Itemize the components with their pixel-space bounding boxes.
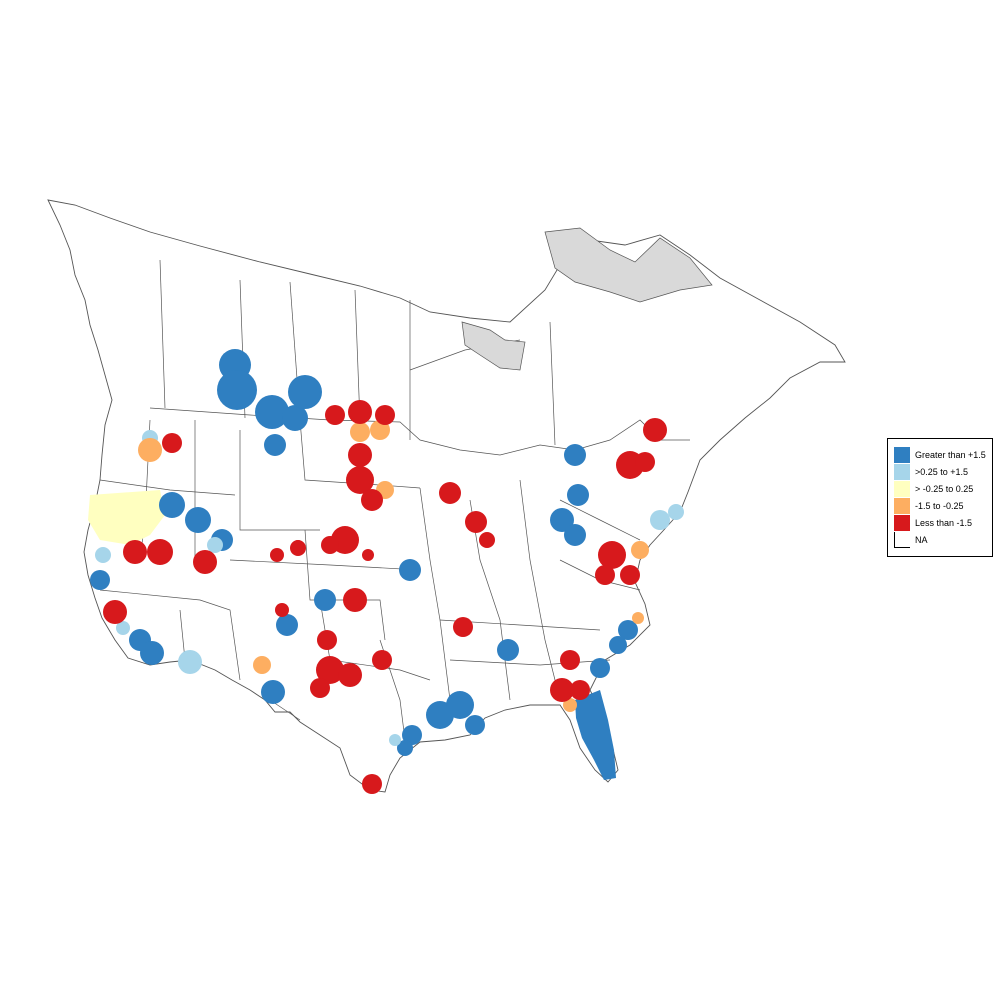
near-zero-cells bbox=[88, 490, 165, 545]
legend-label: > -0.25 to 0.25 bbox=[915, 484, 974, 494]
legend-label: >0.25 to +1.5 bbox=[915, 467, 969, 477]
legend-item-neg-1-5-to-neg-0-25: -1.5 to -0.25 bbox=[894, 498, 964, 514]
legend-label: Less than -1.5 bbox=[915, 518, 973, 528]
no-data-region-quebec bbox=[544, 227, 713, 303]
legend-swatch bbox=[894, 481, 910, 497]
strong-decrease-cells bbox=[103, 400, 667, 794]
legend-item-na: NA bbox=[894, 532, 928, 548]
legend-label: -1.5 to -0.25 bbox=[915, 501, 964, 511]
legend-swatch bbox=[894, 515, 910, 531]
legend-swatch bbox=[894, 464, 910, 480]
strong-increase-cells bbox=[90, 349, 638, 780]
legend-swatch bbox=[894, 447, 910, 463]
legend-item-0-25-to-1-5: >0.25 to +1.5 bbox=[894, 464, 968, 480]
legend-item-gt-1-5: Greater than +1.5 bbox=[894, 447, 986, 463]
no-data-region-ontario bbox=[461, 321, 526, 371]
legend-item-neg-0-25-to-0-25: > -0.25 to 0.25 bbox=[894, 481, 973, 497]
legend-label: Greater than +1.5 bbox=[915, 450, 986, 460]
legend-swatch bbox=[894, 498, 910, 514]
legend-swatch bbox=[894, 532, 910, 548]
legend: Greater than +1.5 >0.25 to +1.5 > -0.25 … bbox=[887, 438, 993, 557]
legend-item-lt-neg-1-5: Less than -1.5 bbox=[894, 515, 972, 531]
legend-label: NA bbox=[915, 535, 928, 545]
